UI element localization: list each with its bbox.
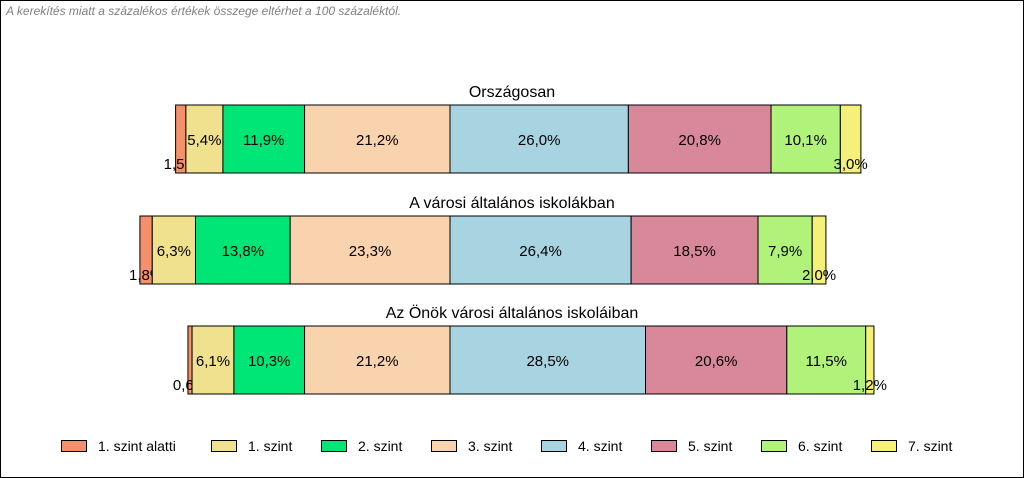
- legend-swatch: [761, 440, 787, 452]
- data-label: 21,2%: [356, 132, 399, 149]
- legend-label: 7. szint: [908, 438, 953, 454]
- group-title: Az Önök városi általános iskoláiban: [386, 304, 639, 322]
- data-label: 11,9%: [243, 132, 284, 149]
- legend: 1. szint alatti 1. szint 2. szint 3. szint 4…: [1, 437, 1023, 459]
- legend-swatch: [651, 440, 677, 452]
- bar-segment: [289, 215, 451, 285]
- bar-segment: [194, 215, 291, 285]
- data-label: 7,9%: [768, 243, 802, 260]
- bar-segment: [786, 325, 867, 395]
- data-label: 20,8%: [678, 132, 721, 149]
- data-label: 28,5%: [526, 353, 569, 370]
- group-title: Országosan: [469, 84, 555, 101]
- legend-swatch: [541, 440, 567, 452]
- data-label: 10,1%: [784, 132, 827, 149]
- data-label: 2,0%: [802, 267, 836, 284]
- bar-segment: [757, 215, 813, 285]
- data-label: 5,4%: [187, 132, 221, 149]
- data-label: 23,3%: [349, 243, 392, 260]
- data-label: 1,2%: [853, 377, 887, 394]
- legend-swatch: [211, 440, 237, 452]
- bar-segment: [811, 215, 827, 285]
- bar-segment: [449, 104, 629, 174]
- rounding-note: A kerekítés miatt a százalékos értékek ö…: [6, 4, 402, 18]
- bar-segment: [151, 215, 196, 285]
- data-label: 26,4%: [519, 243, 562, 260]
- legend-label: 1. szint: [248, 438, 293, 454]
- legend-label: 2. szint: [358, 438, 403, 454]
- legend-label: 3. szint: [468, 438, 513, 454]
- data-label: 3,0%: [834, 156, 868, 173]
- data-label: 6,3%: [157, 243, 191, 260]
- data-label: 26,0%: [518, 132, 561, 149]
- legend-swatch: [871, 440, 897, 452]
- bar-segment: [770, 104, 841, 174]
- data-label: 21,2%: [356, 353, 399, 370]
- bar-segment: [449, 215, 632, 285]
- legend-swatch: [61, 440, 87, 452]
- data-label: 10,3%: [248, 353, 291, 370]
- bar-segment: [233, 325, 306, 395]
- bar-segment: [304, 104, 451, 174]
- legend-label: 6. szint: [798, 438, 843, 454]
- legend-label: 1. szint alatti: [98, 438, 176, 454]
- data-label: 18,5%: [673, 243, 716, 260]
- bar-segment: [222, 104, 306, 174]
- data-label: 11,5%: [806, 353, 847, 370]
- legend-swatch: [321, 440, 347, 452]
- legend-swatch: [431, 440, 457, 452]
- legend-label: 5. szint: [688, 438, 733, 454]
- group-title: A városi általános iskolákban: [409, 195, 614, 212]
- legend-label: 4. szint: [578, 438, 623, 454]
- bar-segment: [630, 215, 759, 285]
- data-label: 6,1%: [196, 353, 230, 370]
- bar-segment: [304, 325, 451, 395]
- data-label: 13,8%: [222, 243, 265, 260]
- data-label: 20,6%: [695, 353, 738, 370]
- bar-segment: [627, 104, 772, 174]
- bar-segment: [185, 104, 224, 174]
- bar-segment: [839, 104, 862, 174]
- bar-segment: [865, 325, 875, 395]
